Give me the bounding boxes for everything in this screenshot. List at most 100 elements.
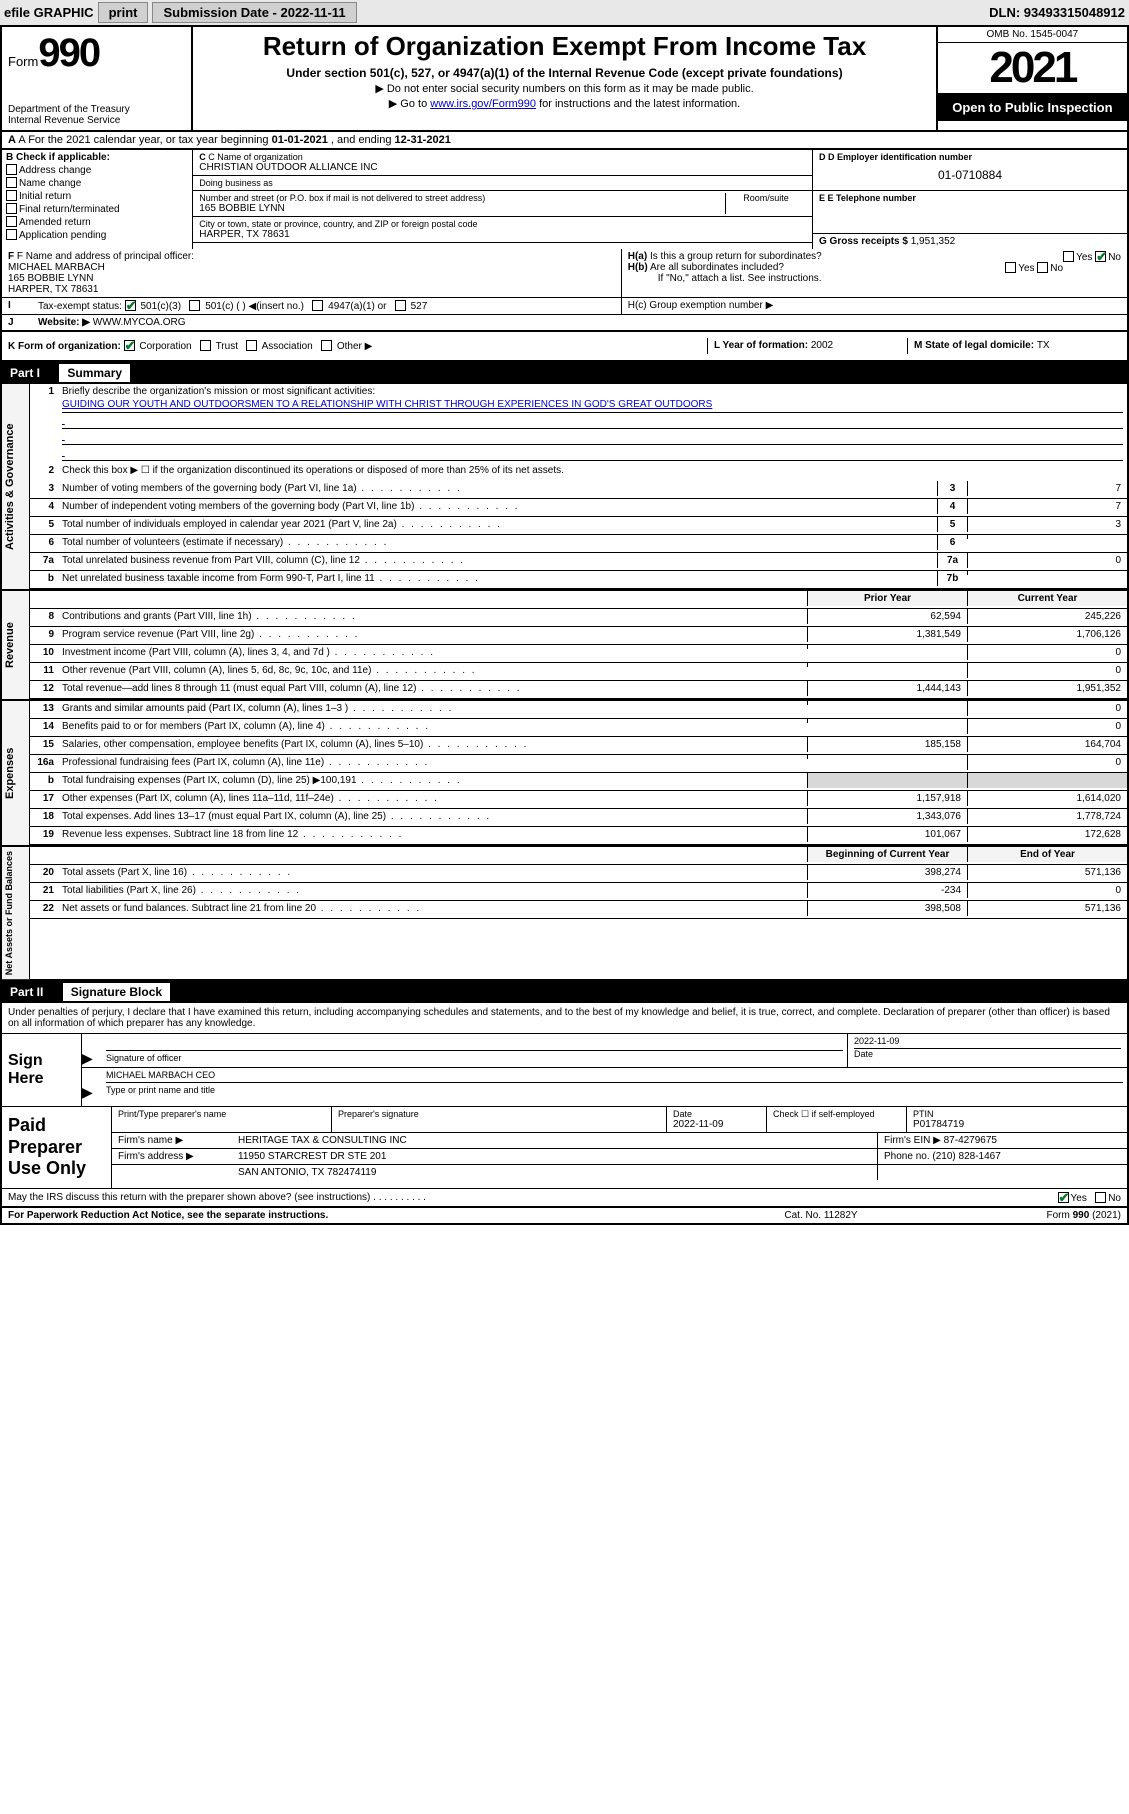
open-inspection: Open to Public Inspection [938,94,1127,121]
summary-line: 22Net assets or fund balances. Subtract … [30,901,1127,919]
chk-application-pending[interactable]: Application pending [6,229,188,241]
l-value: 2002 [811,340,833,351]
gross-label: G Gross receipts $ [819,236,908,247]
row-a-mid: , and ending [331,134,395,146]
org-address: 165 BOBBIE LYNN [199,203,725,214]
form-header: Form990 Department of the Treasury Inter… [0,27,1129,132]
summary-line: 16aProfessional fundraising fees (Part I… [30,755,1127,773]
l-label: L Year of formation: [714,340,811,351]
part1-header: Part I Summary [0,362,1129,384]
officer-title-label: Type or print name and title [106,1082,1123,1095]
summary-line: 9Program service revenue (Part VIII, lin… [30,627,1127,645]
chk-4947[interactable] [312,300,323,311]
prep-date-value: 2022-11-09 [673,1119,760,1130]
chk-initial-return[interactable]: Initial return [6,190,188,202]
col-prior-header: Prior Year [807,591,967,606]
print-button[interactable]: print [98,2,149,23]
firm-ein-value: 87-4279675 [944,1135,997,1146]
chk-address-change[interactable]: Address change [6,164,188,176]
header-center: Return of Organization Exempt From Incom… [193,27,936,130]
officer-addr1: 165 BOBBIE LYNN [8,273,615,284]
firm-addr2: SAN ANTONIO, TX 782474119 [232,1165,877,1180]
col-c: C C Name of organization CHRISTIAN OUTDO… [193,150,812,249]
goto-post: for instructions and the latest informat… [536,98,740,110]
officer-name-value: MICHAEL MARBACH CEO [106,1070,1123,1080]
header-right: OMB No. 1545-0047 2021 Open to Public In… [936,27,1127,130]
firm-ein-label: Firm's EIN ▶ [884,1135,941,1146]
dln-label: DLN: 93493315048912 [989,5,1125,20]
hb-label: H(b) [628,262,648,273]
goto-link[interactable]: www.irs.gov/Form990 [430,98,536,110]
opt-trust: Trust [216,341,238,352]
summary-line: 8Contributions and grants (Part VIII, li… [30,609,1127,627]
hc-label: H(c) Group exemption number ▶ [621,298,1127,314]
row-a-pre: A For the 2021 calendar year, or tax yea… [18,134,271,146]
chk-name-change[interactable]: Name change [6,177,188,189]
chk-other[interactable] [321,340,332,351]
officer-name: MICHAEL MARBACH [8,262,615,273]
chk-association[interactable] [246,340,257,351]
row-f-h: F F Name and address of principal office… [0,249,1129,298]
col-d: D D Employer identification number 01-07… [812,150,1127,249]
part1-expenses: Expenses 13Grants and similar amounts pa… [0,701,1129,847]
row-i: I Tax-exempt status: 501(c)(3) 501(c) ( … [0,298,1129,315]
summary-line: 17Other expenses (Part IX, column (A), l… [30,791,1127,809]
tax-year: 2021 [938,43,1127,94]
col-b-label: B Check if applicable: [6,152,188,163]
prep-name-label: Print/Type preparer's name [118,1109,325,1119]
ptin-value: P01784719 [913,1119,1121,1130]
opt-corp: Corporation [139,341,191,352]
form-subtitle: Under section 501(c), 527, or 4947(a)(1)… [203,66,926,80]
sign-here-label: Sign Here [2,1034,82,1106]
firm-name-value: HERITAGE TAX & CONSULTING INC [232,1133,877,1148]
m-label: M State of legal domicile: [914,340,1037,351]
sig-date-value: 2022-11-09 [854,1036,1121,1048]
chk-corporation[interactable] [124,340,135,351]
mission-text: GUIDING OUR YOUTH AND OUTDOORSMEN TO A R… [62,399,1123,413]
org-city: HARPER, TX 78631 [199,229,806,240]
discuss-row: May the IRS discuss this return with the… [2,1188,1127,1206]
summary-line: 10Investment income (Part VIII, column (… [30,645,1127,663]
opt-4947: 4947(a)(1) or [328,301,386,312]
chk-501c3[interactable] [125,300,136,311]
dba-label: Doing business as [199,178,806,188]
hb-note: If "No," attach a list. See instructions… [628,273,1121,284]
summary-line: 14Benefits paid to or for members (Part … [30,719,1127,737]
chk-501c[interactable] [189,300,200,311]
col-end-header: End of Year [967,847,1127,862]
form-number: 990 [38,31,99,75]
vtab-expenses: Expenses [2,701,30,845]
prep-self-employed[interactable]: Check ☐ if self-employed [773,1109,900,1120]
row-a: A A For the 2021 calendar year, or tax y… [0,132,1129,150]
row-f: F F Name and address of principal office… [2,249,621,297]
part2-title: Signature Block [63,983,170,1001]
row-a-end: 12-31-2021 [395,134,451,146]
chk-discuss-yes[interactable] [1058,1192,1069,1203]
vtab-netassets: Net Assets or Fund Balances [2,847,30,979]
chk-final-return[interactable]: Final return/terminated [6,203,188,215]
submission-date-button[interactable]: Submission Date - 2022-11-11 [152,2,356,23]
chk-527[interactable] [395,300,406,311]
phone-value [819,203,1121,231]
hb-yes[interactable]: Yes [1018,263,1034,274]
firm-phone-label: Phone no. [884,1151,930,1162]
summary-line: bNet unrelated business taxable income f… [30,571,1127,589]
m-value: TX [1037,340,1050,351]
goto-note: Go to www.irs.gov/Form990 for instructio… [203,97,926,110]
ha-no[interactable]: No [1108,252,1121,263]
chk-trust[interactable] [200,340,211,351]
ha-yes[interactable]: Yes [1076,252,1092,263]
chk-discuss-no[interactable] [1095,1192,1106,1203]
summary-line: 11Other revenue (Part VIII, column (A), … [30,663,1127,681]
hb-no[interactable]: No [1050,263,1063,274]
paid-preparer: Paid Preparer Use Only Print/Type prepar… [2,1106,1127,1188]
line2-text: Check this box ▶ ☐ if the organization d… [58,463,1127,478]
i-label: Tax-exempt status: [38,301,122,312]
ptin-label: PTIN [913,1109,1121,1119]
chk-amended-return[interactable]: Amended return [6,216,188,228]
part1-netassets: Net Assets or Fund Balances Beginning of… [0,847,1129,981]
prep-sig-label: Preparer's signature [338,1109,660,1119]
summary-line: 19Revenue less expenses. Subtract line 1… [30,827,1127,845]
row-a-begin: 01-01-2021 [272,134,328,146]
paid-preparer-label: Paid Preparer Use Only [2,1107,112,1188]
